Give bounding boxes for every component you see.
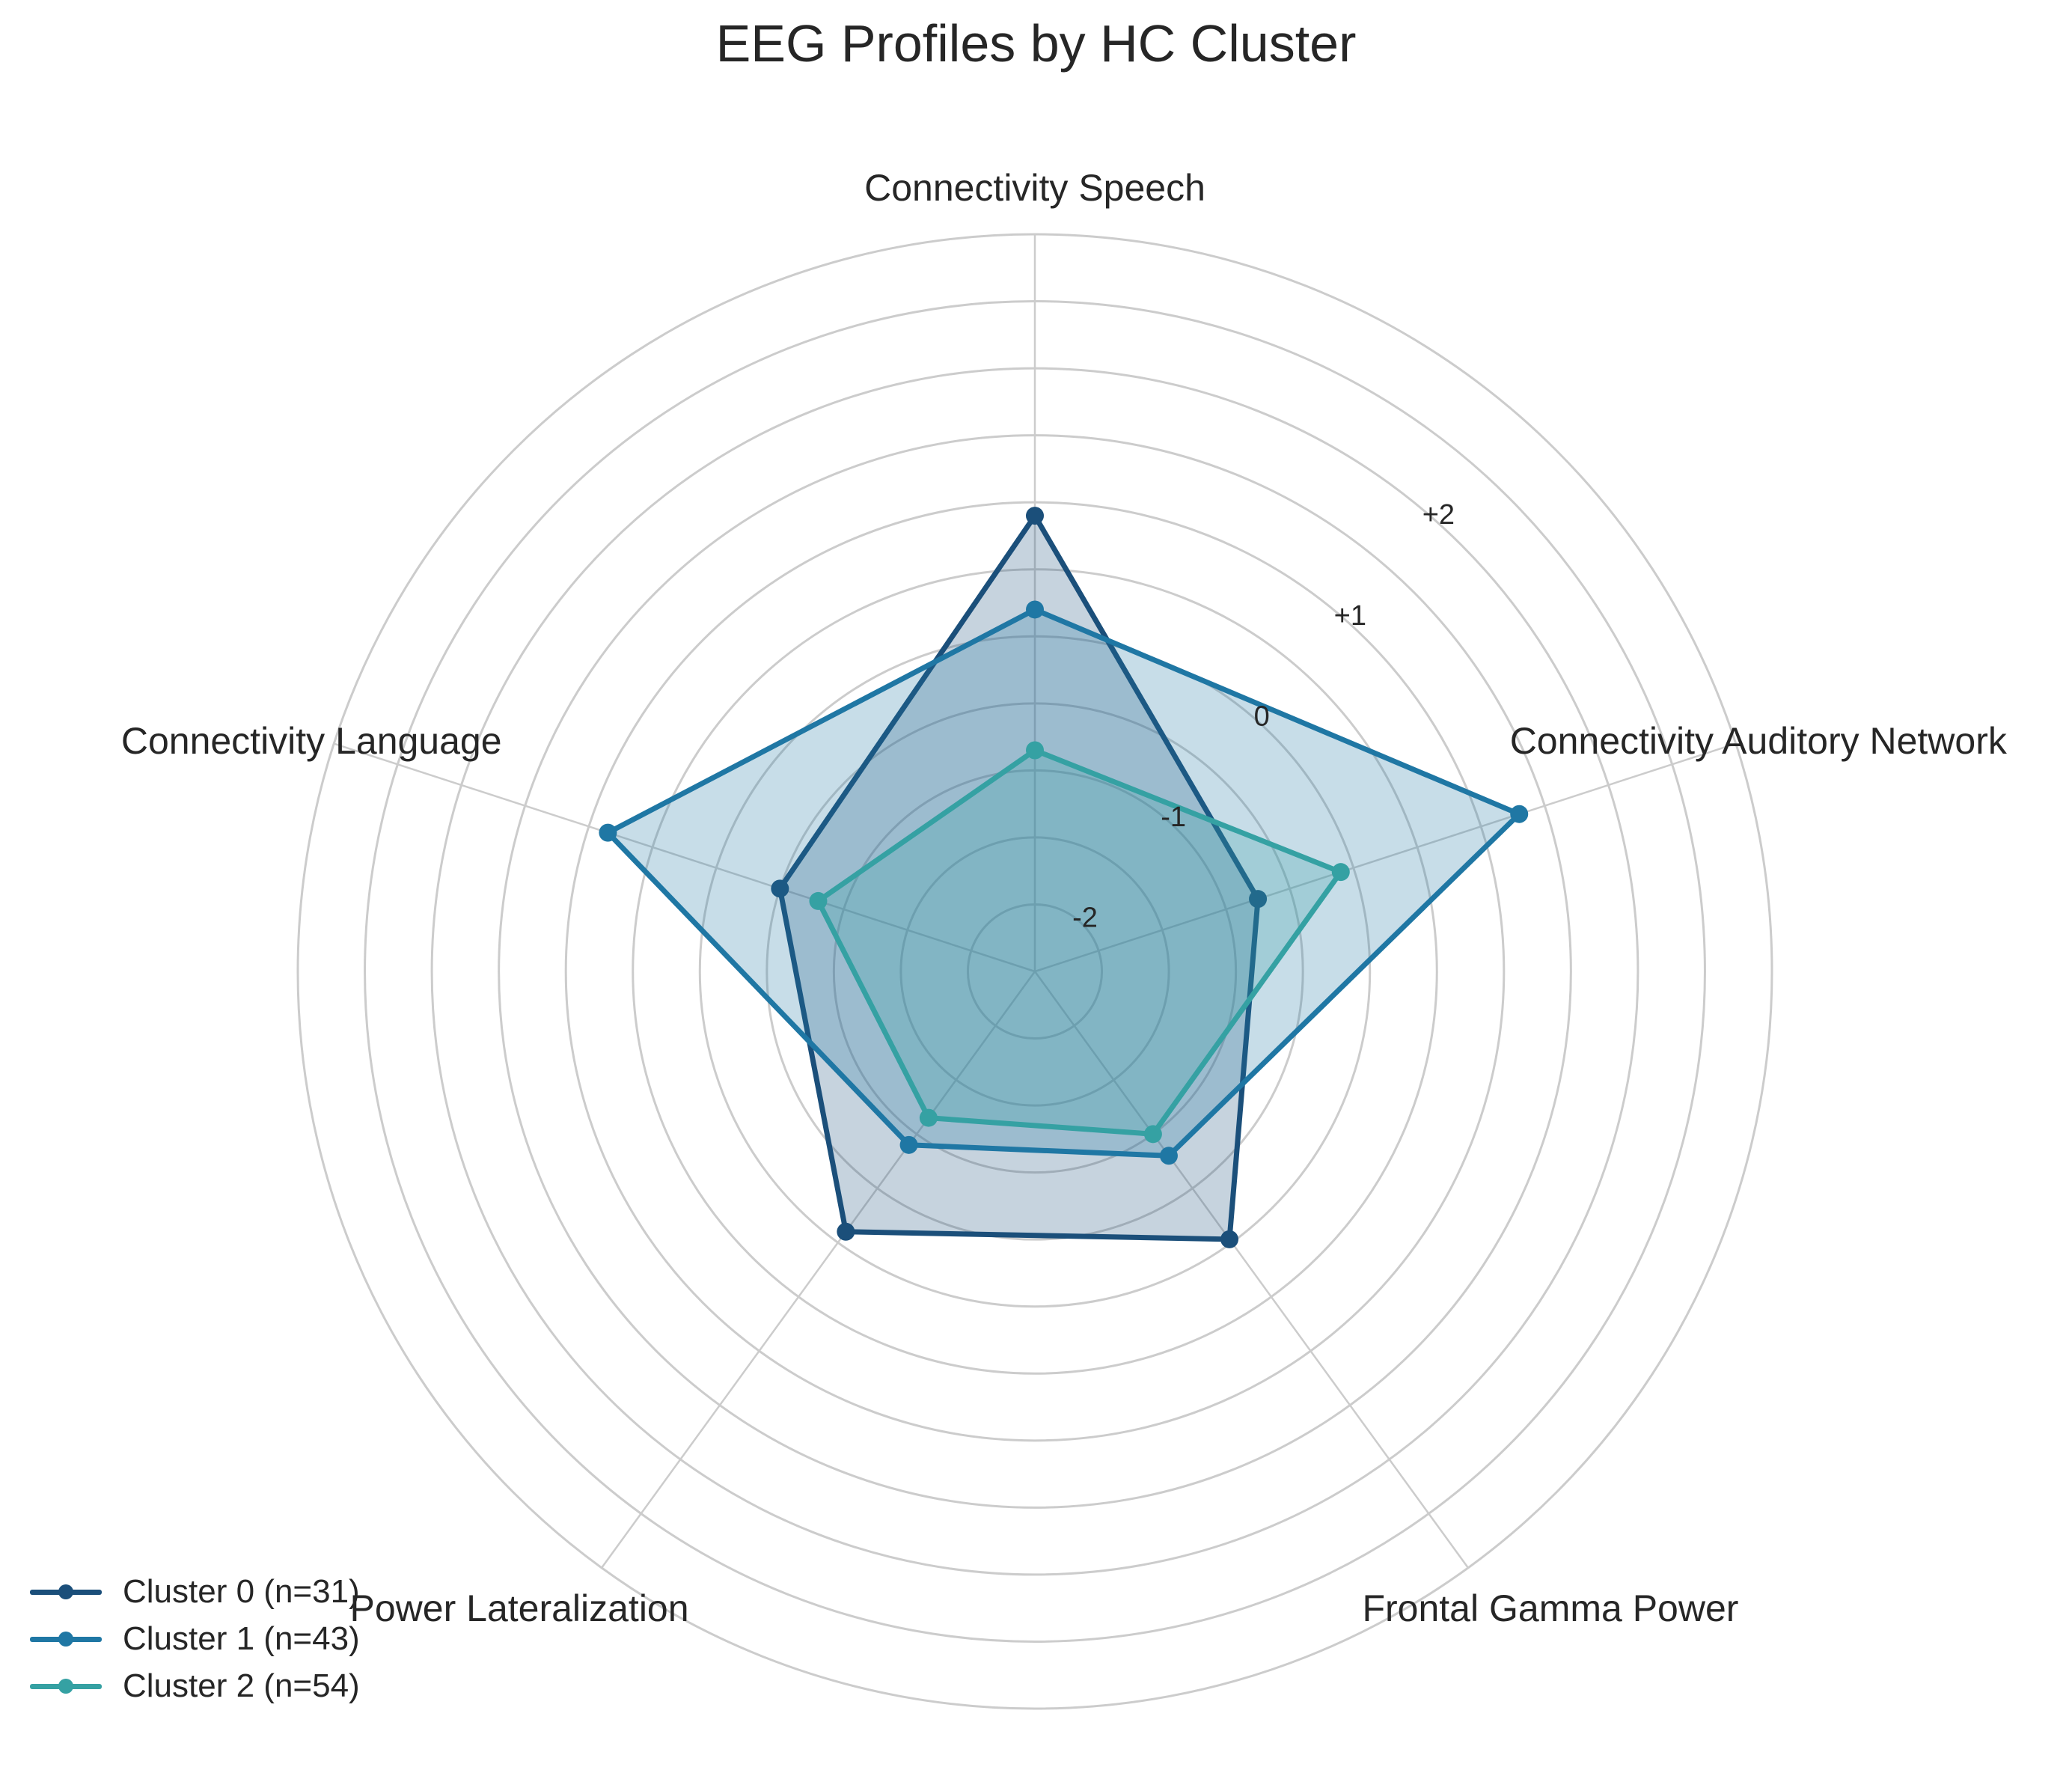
data-point (1159, 1147, 1178, 1165)
r-tick-label: +2 (1422, 499, 1455, 531)
r-tick-label: +1 (1334, 600, 1366, 632)
data-point (1026, 741, 1044, 760)
series-layer (599, 507, 1529, 1248)
chart-title: EEG Profiles by HC Cluster (715, 14, 1357, 73)
data-point (1026, 507, 1044, 525)
series-2 (809, 741, 1350, 1144)
r-tick-label: 0 (1254, 701, 1270, 732)
series-area (818, 750, 1341, 1135)
data-point (1510, 805, 1529, 823)
legend-swatch (30, 1624, 102, 1654)
grid-layer (296, 233, 1773, 1710)
legend-swatch (30, 1577, 102, 1607)
data-point (899, 1135, 918, 1154)
legend-label: Cluster 0 (n=31) (123, 1572, 360, 1610)
data-point (1249, 890, 1268, 909)
series-1 (599, 600, 1529, 1165)
axis-label: Frontal Gamma Power (1362, 1587, 1738, 1629)
legend-swatch (30, 1671, 102, 1701)
r-tick-label: -1 (1161, 802, 1186, 833)
data-point (1026, 600, 1044, 619)
data-point (599, 823, 617, 842)
axis-spoke (601, 971, 1036, 1569)
axis-spoke (333, 742, 1036, 973)
data-point (771, 879, 789, 898)
legend-item: Cluster 1 (n=43) (30, 1615, 360, 1662)
series-line (777, 513, 1261, 1242)
series-line (815, 748, 1344, 1137)
legend-label: Cluster 2 (n=54) (123, 1667, 360, 1704)
r-tick-label: -2 (1072, 903, 1098, 934)
legend-label: Cluster 1 (n=43) (123, 1620, 360, 1657)
legend: Cluster 0 (n=31) Cluster 1 (n=43) Cluster … (30, 1568, 360, 1709)
data-point (1331, 863, 1350, 882)
axis-label: Connectivity Auditory Network (1510, 720, 2008, 762)
label-layer: -2 -1 0 +1 +2 Connectivity Speech Connectivity… (121, 167, 2008, 1629)
data-point (1143, 1125, 1162, 1144)
data-point (837, 1222, 855, 1241)
axis-label: Connectivity Speech (864, 167, 1205, 209)
axis-label: Power Lateralization (350, 1587, 689, 1629)
series-line (605, 607, 1522, 1159)
axis-spoke (1033, 971, 1469, 1569)
data-point (809, 891, 828, 910)
data-point (919, 1108, 938, 1127)
axis-spoke (1034, 742, 1737, 973)
legend-item: Cluster 2 (n=54) (30, 1662, 360, 1709)
legend-item: Cluster 0 (n=31) (30, 1568, 360, 1615)
data-point (1220, 1230, 1239, 1248)
axis-label: Connectivity Language (121, 720, 502, 762)
series-area (608, 609, 1520, 1156)
